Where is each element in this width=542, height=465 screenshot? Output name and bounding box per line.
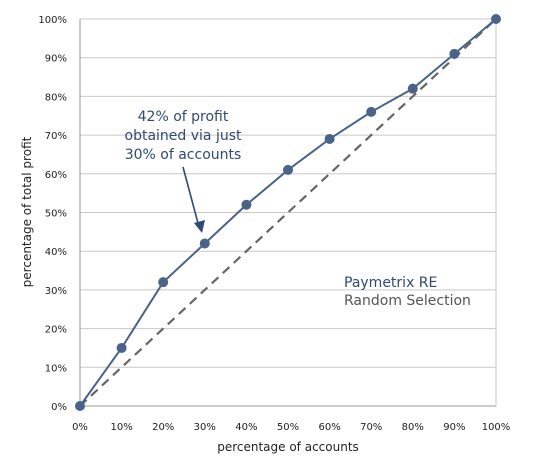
- legend-model-label: Paymetrix RE: [344, 275, 437, 291]
- annotation-line-1: 42% of profit: [138, 109, 229, 125]
- legend: Paymetrix RE Random Selection: [344, 275, 471, 309]
- x-tick-label: 80%: [402, 422, 424, 433]
- y-tick-label: 90%: [45, 54, 67, 65]
- y-tick-label: 70%: [45, 131, 67, 142]
- data-point-paymetrix-re: [158, 277, 169, 288]
- x-tick-label: 100%: [482, 422, 511, 433]
- x-tick-label: 30%: [194, 422, 216, 433]
- annotation-arrow: [182, 166, 200, 228]
- y-tick-label: 100%: [38, 15, 67, 26]
- series-line-random-selection: [79, 18, 497, 407]
- data-point-paymetrix-re: [116, 342, 127, 353]
- y-tick-label: 10%: [45, 363, 67, 374]
- series-layer: [75, 14, 501, 411]
- data-point-paymetrix-re: [366, 106, 377, 117]
- data-point-paymetrix-re: [491, 14, 501, 24]
- y-axis-title: percentage of total profit: [20, 136, 34, 287]
- annotation-arrowhead: [194, 220, 205, 233]
- annotation-line-2: obtained via just: [125, 128, 242, 144]
- y-tick-label: 20%: [45, 325, 67, 336]
- data-point-paymetrix-re: [449, 48, 460, 59]
- data-point-paymetrix-re: [283, 164, 293, 175]
- y-tick-label: 80%: [45, 92, 67, 103]
- y-tick-label: 0%: [51, 402, 67, 413]
- tick-layer: 0% 10% 20% 30% 40% 50% 60% 70% 80% 90% 100% 0% 10% 20…: [38, 15, 510, 433]
- x-tick-label: 40%: [235, 422, 257, 433]
- x-tick-label: 60%: [318, 422, 340, 433]
- annotation-line-3: 30% of accounts: [125, 147, 242, 163]
- x-tick-label: 0%: [72, 422, 88, 433]
- y-tick-label: 60%: [45, 170, 67, 181]
- annotation: 42% of profit obtained via just 30% of a…: [125, 109, 242, 233]
- data-point-paymetrix-re: [199, 238, 210, 249]
- data-point-paymetrix-re: [241, 199, 252, 210]
- data-point-paymetrix-re: [324, 133, 335, 144]
- legend-random-label: Random Selection: [344, 293, 471, 309]
- x-tick-label: 70%: [360, 422, 382, 433]
- y-tick-label: 50%: [45, 209, 67, 220]
- x-tick-label: 50%: [277, 422, 299, 433]
- data-point-paymetrix-re: [407, 83, 418, 94]
- x-tick-label: 10%: [110, 422, 132, 433]
- axis-layer: [79, 19, 497, 407]
- x-tick-label: 20%: [152, 422, 174, 433]
- data-point-paymetrix-re: [75, 401, 85, 411]
- y-tick-label: 30%: [45, 286, 67, 297]
- x-axis-title: percentage of accounts: [217, 440, 359, 454]
- x-tick-label: 90%: [443, 422, 465, 433]
- y-tick-label: 40%: [45, 247, 67, 258]
